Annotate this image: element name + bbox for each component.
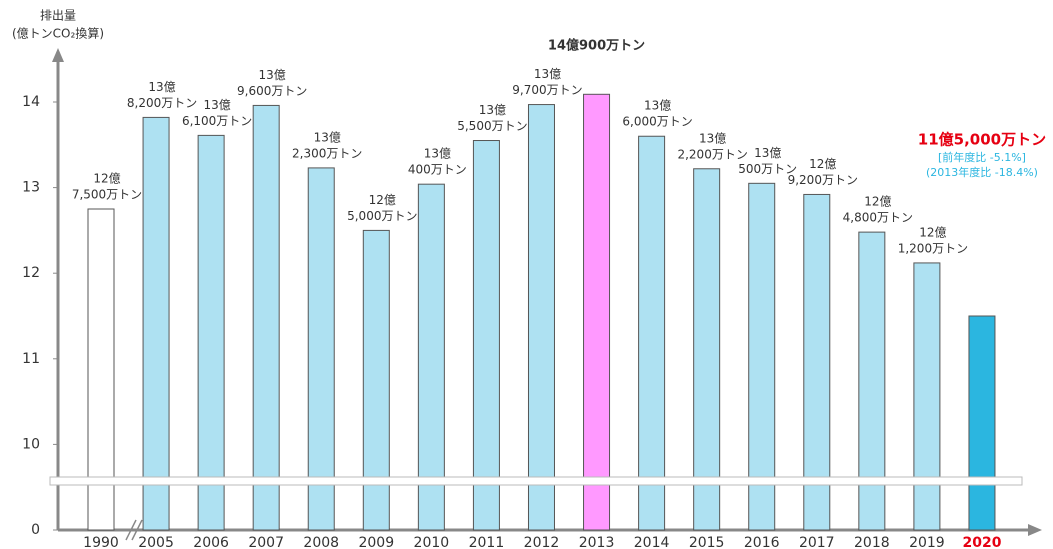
x-axis-break <box>131 519 143 541</box>
bar <box>968 315 996 531</box>
value-label: 2,200万トン <box>677 147 747 161</box>
bar <box>307 167 335 531</box>
value-label: 400万トン <box>408 163 467 177</box>
x-tick-label: 2006 <box>193 535 229 549</box>
y-tick-label: 10 <box>22 436 40 452</box>
bar <box>472 140 500 531</box>
y-axis-label: (億トンCO₂換算) <box>12 26 104 41</box>
bar <box>197 134 225 531</box>
x-tick-label: 2007 <box>248 535 284 549</box>
value-label: 13億 <box>754 146 781 160</box>
value-label: 7,500万トン <box>72 188 142 202</box>
value-label: 12億 <box>919 225 946 239</box>
x-tick-label: 2010 <box>414 535 450 549</box>
bar <box>693 168 721 531</box>
y-tick-label: 11 <box>22 351 40 367</box>
x-axis-arrow <box>1028 524 1042 536</box>
value-label: 6,000万トン <box>622 115 692 129</box>
value-label: 12億 <box>864 195 891 209</box>
value-label: 13億 <box>479 103 506 117</box>
value-label: 6,100万トン <box>182 114 252 128</box>
annotation: (2013年度比 -18.4%) <box>926 165 1038 179</box>
y-tick-label: 12 <box>22 265 40 281</box>
x-tick-label: 2018 <box>854 535 890 549</box>
value-label: 1,200万トン <box>898 241 968 255</box>
value-label: 13億 <box>534 67 561 81</box>
bar <box>583 93 611 531</box>
value-label: 8,200万トン <box>127 96 197 110</box>
value-label: 12億 <box>93 172 120 186</box>
x-tick-label: 2016 <box>744 535 780 549</box>
x-axis-break <box>125 519 137 541</box>
x-tick-label: 1990 <box>83 535 119 549</box>
x-tick-label: 2012 <box>524 535 560 549</box>
value-label: 9,700万トン <box>512 83 582 97</box>
value-label: 2,300万トン <box>292 146 362 160</box>
bar <box>417 183 445 531</box>
value-label: 13億 <box>148 80 175 94</box>
bar <box>748 182 776 531</box>
annotation: [前年度比 -5.1%] <box>938 150 1026 164</box>
value-label: 9,600万トン <box>237 84 307 98</box>
bar <box>142 116 170 531</box>
x-tick-label: 2019 <box>909 535 945 549</box>
x-tick-label: 2015 <box>689 535 725 549</box>
x-tick-label: 2009 <box>358 535 394 549</box>
value-label: 11億5,000万トン <box>918 131 1046 149</box>
value-label: 13億 <box>699 131 726 145</box>
y-axis-arrow <box>52 48 64 62</box>
y-axis-label: 排出量 <box>40 9 76 23</box>
y-tick-label: 14 <box>22 94 40 110</box>
bar <box>252 104 280 531</box>
value-label: 12億 <box>369 193 396 207</box>
bar <box>803 193 831 531</box>
x-tick-label: 2011 <box>469 535 505 549</box>
value-label: 12億 <box>809 157 836 171</box>
bar <box>913 262 941 531</box>
x-tick-label: 2020 <box>962 535 1001 549</box>
x-tick-label: 2005 <box>138 535 174 549</box>
value-label: 5,500万トン <box>457 119 527 133</box>
value-label: 500万トン <box>738 162 797 176</box>
axis-break-band <box>49 476 1023 486</box>
x-tick-label: 2017 <box>799 535 835 549</box>
value-label: 5,000万トン <box>347 209 417 223</box>
bar <box>527 104 555 531</box>
value-label: 13億 <box>259 68 286 82</box>
value-label: 13億 <box>644 99 671 113</box>
y-tick-label: 0 <box>31 522 40 538</box>
y-tick-label: 13 <box>22 180 40 196</box>
value-label: 13億 <box>314 130 341 144</box>
value-label: 14億900万トン <box>548 38 645 54</box>
value-label: 9,200万トン <box>788 173 858 187</box>
value-label: 13億 <box>203 98 230 112</box>
x-tick-label: 2014 <box>634 535 670 549</box>
value-label: 13億 <box>424 147 451 161</box>
x-tick-label: 2008 <box>303 535 339 549</box>
x-tick-label: 2013 <box>579 535 615 549</box>
bar <box>638 135 666 531</box>
value-label: 4,800万トン <box>843 211 913 225</box>
